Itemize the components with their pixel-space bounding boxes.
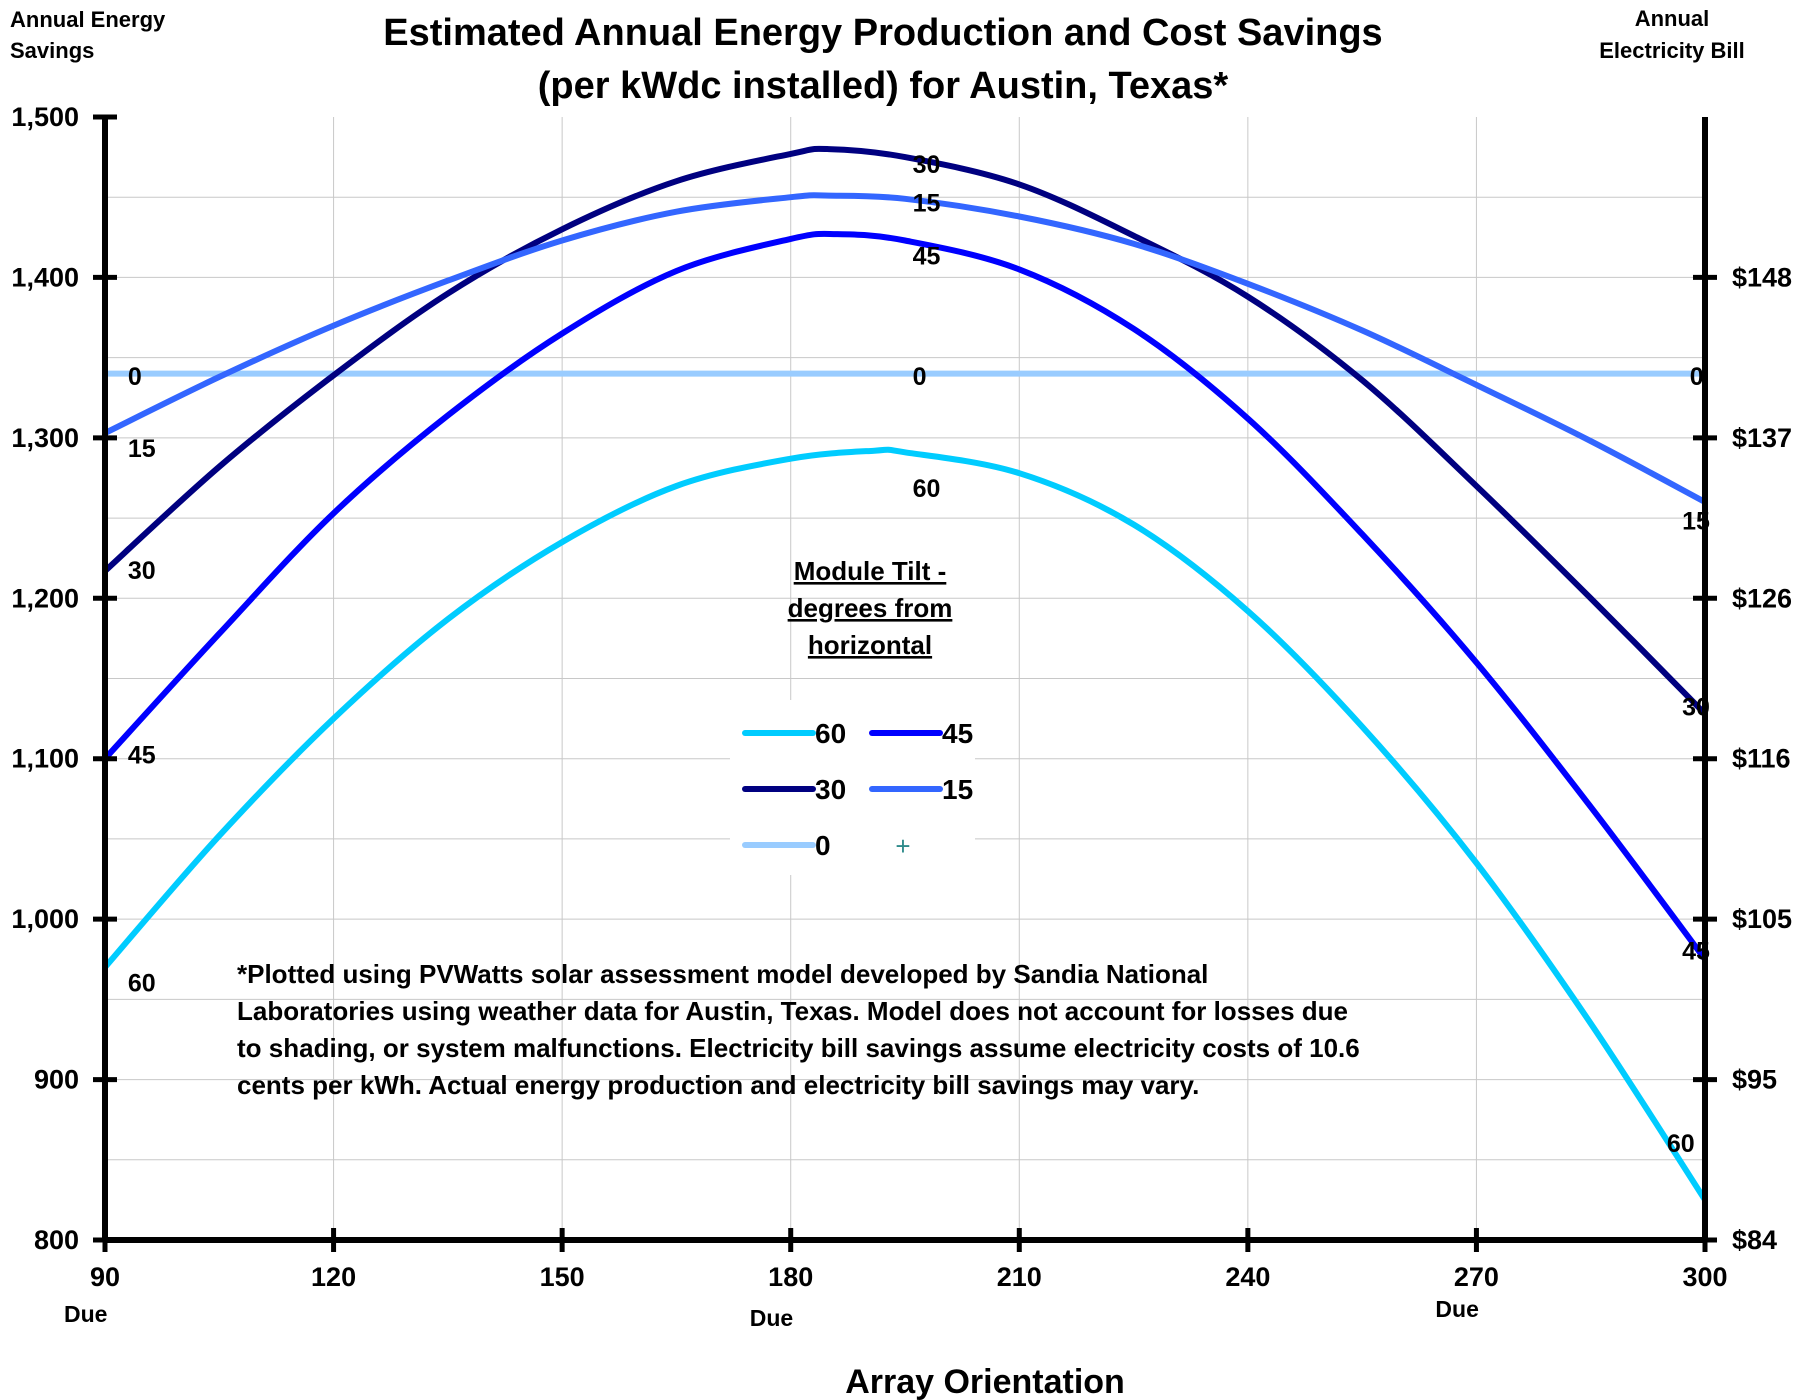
curve-label: 60 (128, 969, 156, 997)
x-tick-label: 270 (1454, 1262, 1499, 1292)
curve-label: 15 (128, 435, 156, 463)
curve-label: 15 (1682, 507, 1710, 535)
x-tick-label: 120 (311, 1262, 356, 1292)
curve-label: 60 (913, 475, 941, 503)
y2-tick-label: $126 (1732, 583, 1792, 613)
axes (93, 114, 1717, 1252)
texts: 8009001,0001,1001,2001,3001,4001,500$84$… (10, 6, 1792, 1400)
y-tick-label: 1,400 (11, 262, 79, 292)
curve-label: 0 (128, 363, 142, 391)
x-tick-label: 210 (997, 1262, 1042, 1292)
legend-title-line: Module Tilt - (794, 556, 947, 586)
curve-label: 30 (1682, 693, 1710, 721)
y-axis-label-right: Annual Electricity Bill (1599, 6, 1745, 63)
y-axis-label-right-line: Electricity Bill (1599, 38, 1745, 63)
series-layer (102, 145, 1708, 1203)
curve-label: 30 (913, 151, 941, 179)
series-line-tilt-45 (102, 230, 1708, 963)
x-sub-label: Due (750, 1305, 793, 1331)
y-tick-label: 900 (34, 1065, 79, 1095)
curve-label: 45 (128, 742, 156, 770)
legend-title-line: degrees from (788, 593, 953, 623)
legend-label-tilt-30: 30 (815, 774, 846, 805)
y2-tick-label: $105 (1732, 904, 1792, 934)
curve-label: 0 (1690, 363, 1704, 391)
curve-label: 30 (128, 557, 156, 585)
series-line-tilt-30 (102, 145, 1708, 717)
x-sub-label: Due (1435, 1296, 1478, 1322)
chart-subtitle: (per kWdc installed) for Austin, Texas* (538, 65, 1229, 107)
chart-title: Estimated Annual Energy Production and C… (383, 12, 1382, 54)
legend-plus-marker: + (895, 831, 910, 861)
y-axis-label-left-line: Annual Energy (10, 7, 166, 32)
y2-tick-label: $137 (1732, 423, 1792, 453)
y-axis-label-left-line: Savings (10, 38, 94, 63)
legend: Module Tilt - degrees from horizontal 60 45 3… (730, 556, 975, 875)
curve-label: 60 (1667, 1130, 1695, 1158)
y-axis-label-right-line: Annual (1635, 6, 1710, 31)
legend-label-tilt-60: 60 (815, 718, 846, 749)
curve-label: 0 (913, 363, 927, 391)
x-tick-label: 90 (90, 1262, 120, 1292)
x-tick-label: 180 (768, 1262, 813, 1292)
y-tick-label: 800 (34, 1225, 79, 1255)
curve-label: 45 (913, 243, 941, 271)
curve-label: 15 (913, 190, 941, 218)
legend-title-line: horizontal (808, 630, 932, 660)
legend-label-tilt-45: 45 (942, 718, 973, 749)
y-tick-label: 1,100 (11, 744, 79, 774)
y-tick-label: 1,300 (11, 423, 79, 453)
y-tick-label: 1,200 (11, 583, 79, 613)
y2-tick-label: $84 (1732, 1225, 1777, 1255)
curve-label: 45 (1682, 937, 1710, 965)
y2-tick-label: $95 (1732, 1065, 1777, 1095)
footnote-line: to shading, or system malfunctions. Elec… (237, 1033, 1360, 1063)
grid (105, 117, 1705, 1240)
x-sub-label: Due (64, 1301, 107, 1327)
x-tick-label: 150 (540, 1262, 585, 1292)
x-tick-label: 240 (1225, 1262, 1270, 1292)
series-line-tilt-15 (102, 192, 1708, 505)
y-tick-label: 1,500 (11, 102, 79, 132)
legend-label-tilt-15: 15 (942, 774, 973, 805)
legend-label-tilt-0: 0 (815, 830, 831, 861)
y2-tick-label: $148 (1732, 262, 1792, 292)
footnote-line: cents per kWh. Actual energy production … (237, 1070, 1199, 1100)
y2-tick-label: $116 (1732, 744, 1791, 774)
series-line-tilt-60 (102, 446, 1708, 1203)
x-axis-label: Array Orientation (845, 1363, 1125, 1400)
footnote-line: *Plotted using PVWatts solar assessment … (237, 959, 1208, 989)
x-tick-label: 300 (1682, 1262, 1727, 1292)
y-tick-label: 1,000 (11, 904, 79, 934)
y-axis-label-left: Annual Energy Savings (10, 7, 166, 63)
footnote-line: Laboratories using weather data for Aust… (237, 996, 1348, 1026)
